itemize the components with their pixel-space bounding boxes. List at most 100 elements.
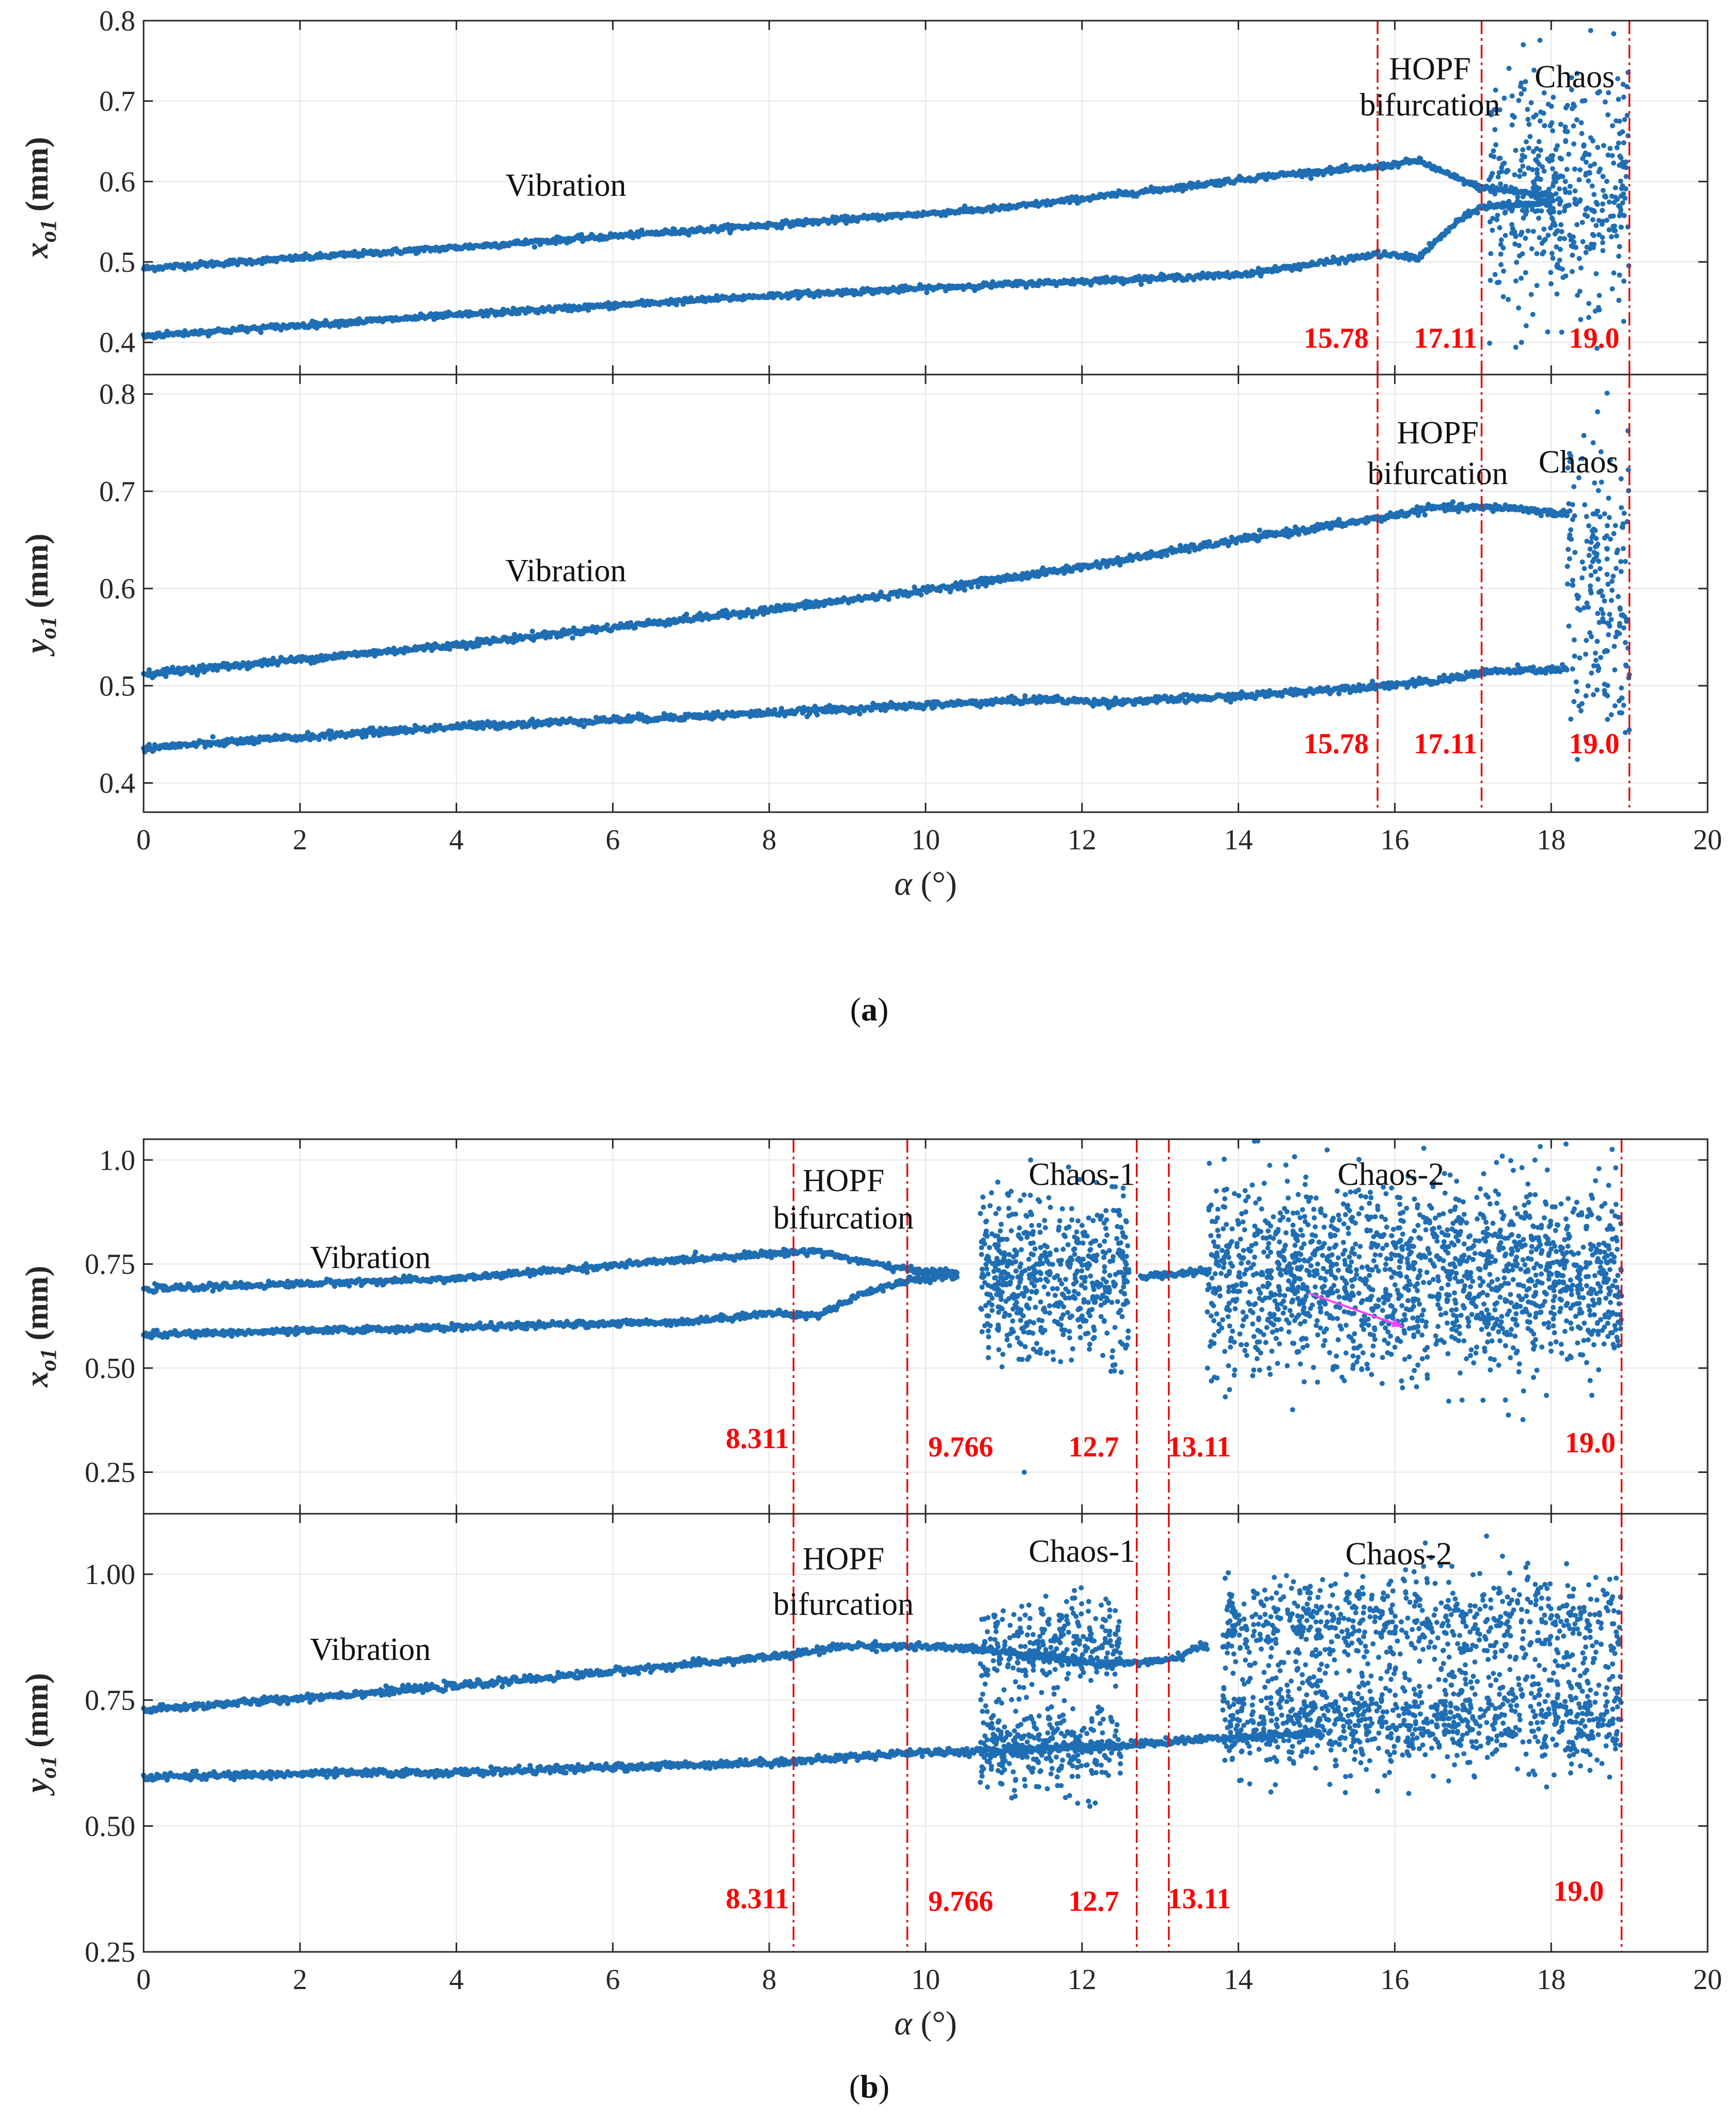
data-point-chaos <box>1554 291 1560 297</box>
annotation-text: Chaos <box>1535 59 1615 95</box>
data-point-chaos <box>1508 184 1514 190</box>
data-point-chaos <box>1617 118 1622 124</box>
data-point-chaos <box>1617 244 1622 250</box>
data-point-chaos <box>1488 152 1494 158</box>
data-point-chaos <box>1558 236 1563 241</box>
data-point-chaos <box>1577 288 1583 294</box>
data-point-chaos <box>1536 153 1541 159</box>
data-point-chaos <box>1611 31 1617 37</box>
data-point-chaos <box>1581 142 1587 148</box>
data-point-chaos <box>1539 208 1544 214</box>
data-point-chaos <box>1520 163 1526 169</box>
data-point-chaos <box>1529 246 1535 252</box>
data-point-chaos <box>1549 120 1555 126</box>
data-point-lower <box>924 290 930 296</box>
data-point-chaos <box>1513 345 1519 350</box>
data-point-upper <box>639 227 645 233</box>
data-point-lower <box>336 324 342 330</box>
data-point-chaos <box>1576 256 1582 261</box>
data-point-chaos <box>1568 234 1574 239</box>
data-point-upper <box>578 231 585 238</box>
data-point-upper <box>1186 549 1192 554</box>
data-point-chaos <box>1548 281 1554 287</box>
data-point-chaos <box>1513 278 1519 284</box>
data-point-chaos <box>1611 270 1617 276</box>
data-point-chaos <box>1520 194 1526 199</box>
data-point-chaos <box>1541 168 1547 174</box>
data-point-chaos <box>1617 272 1622 278</box>
data-point-chaos <box>1558 198 1563 204</box>
data-point-chaos <box>1516 305 1521 311</box>
data-point-chaos <box>1544 203 1549 208</box>
data-point-chaos <box>1545 232 1551 238</box>
data-point-chaos <box>1559 330 1565 335</box>
data-point-upper <box>975 584 981 589</box>
data-point-chaos <box>1580 239 1586 244</box>
data-point-chaos <box>1563 105 1569 111</box>
data-point-chaos <box>1515 194 1521 200</box>
bifurcation-marker-label: 17.11 <box>1414 322 1477 354</box>
data-point-lower <box>857 711 863 717</box>
data-point-chaos <box>1620 82 1626 87</box>
data-point-upper <box>604 622 610 628</box>
data-point-chaos <box>1488 174 1494 179</box>
bifurcation-marker-label: 19.0 <box>1569 322 1619 354</box>
data-point-upper <box>635 234 642 240</box>
data-point-chaos <box>1618 178 1623 184</box>
data-point-chaos <box>1530 149 1536 154</box>
data-point-lower <box>1475 210 1480 216</box>
data-point-chaos <box>1572 188 1578 194</box>
data-point-chaos <box>1516 243 1522 249</box>
data-point-chaos <box>1521 42 1526 48</box>
data-point-chaos <box>1561 208 1567 214</box>
data-point-chaos <box>1602 193 1607 199</box>
data-point-chaos <box>1503 188 1508 193</box>
data-point-chaos <box>1597 307 1602 313</box>
data-point-chaos <box>1534 251 1540 256</box>
data-point-chaos <box>1620 129 1625 135</box>
data-point-chaos <box>1616 253 1621 259</box>
data-point-chaos <box>1525 228 1531 234</box>
data-point-upper <box>962 587 967 593</box>
data-point-chaos <box>1534 167 1540 173</box>
data-point-chaos <box>1586 315 1591 320</box>
data-point-chaos <box>1516 98 1522 103</box>
data-point-chaos <box>1577 197 1583 203</box>
data-point-chaos <box>1538 177 1543 182</box>
data-point-chaos <box>1549 251 1555 256</box>
data-point-chaos <box>1528 292 1534 297</box>
data-point-chaos <box>1578 120 1584 126</box>
data-point-chaos <box>1538 109 1544 115</box>
y-axis-label-var: x <box>20 242 55 259</box>
data-point-chaos <box>1490 227 1495 233</box>
data-point-chaos <box>1511 114 1517 120</box>
data-point-chaos <box>1579 98 1585 104</box>
data-point-chaos <box>1609 286 1615 292</box>
data-point-chaos <box>1621 140 1626 146</box>
data-point-chaos <box>1576 177 1582 182</box>
data-point-chaos <box>1562 124 1568 130</box>
data-point-chaos <box>1528 100 1534 105</box>
data-point-chaos <box>1502 160 1507 166</box>
data-point-chaos <box>1503 232 1508 238</box>
data-point-chaos <box>1550 255 1556 261</box>
data-point-chaos <box>1523 236 1528 241</box>
data-point-chaos <box>1585 213 1590 219</box>
data-point-chaos <box>1584 244 1590 250</box>
data-point-chaos <box>1599 222 1605 227</box>
data-point-chaos <box>1516 203 1522 209</box>
data-point-chaos <box>1620 160 1625 165</box>
data-point-chaos <box>1497 181 1503 187</box>
data-point-chaos <box>1539 240 1545 246</box>
data-point-chaos <box>1600 208 1605 213</box>
data-point-chaos <box>1591 241 1597 247</box>
data-point-chaos <box>1514 259 1520 265</box>
data-point-chaos <box>1537 118 1543 124</box>
data-point-chaos <box>1551 95 1556 100</box>
data-point-chaos <box>1567 203 1572 208</box>
data-point-chaos <box>1533 112 1539 118</box>
data-point-chaos <box>1528 193 1534 199</box>
data-point-chaos <box>1493 202 1499 208</box>
data-point-upper <box>1422 512 1428 518</box>
data-point-upper <box>683 611 690 617</box>
